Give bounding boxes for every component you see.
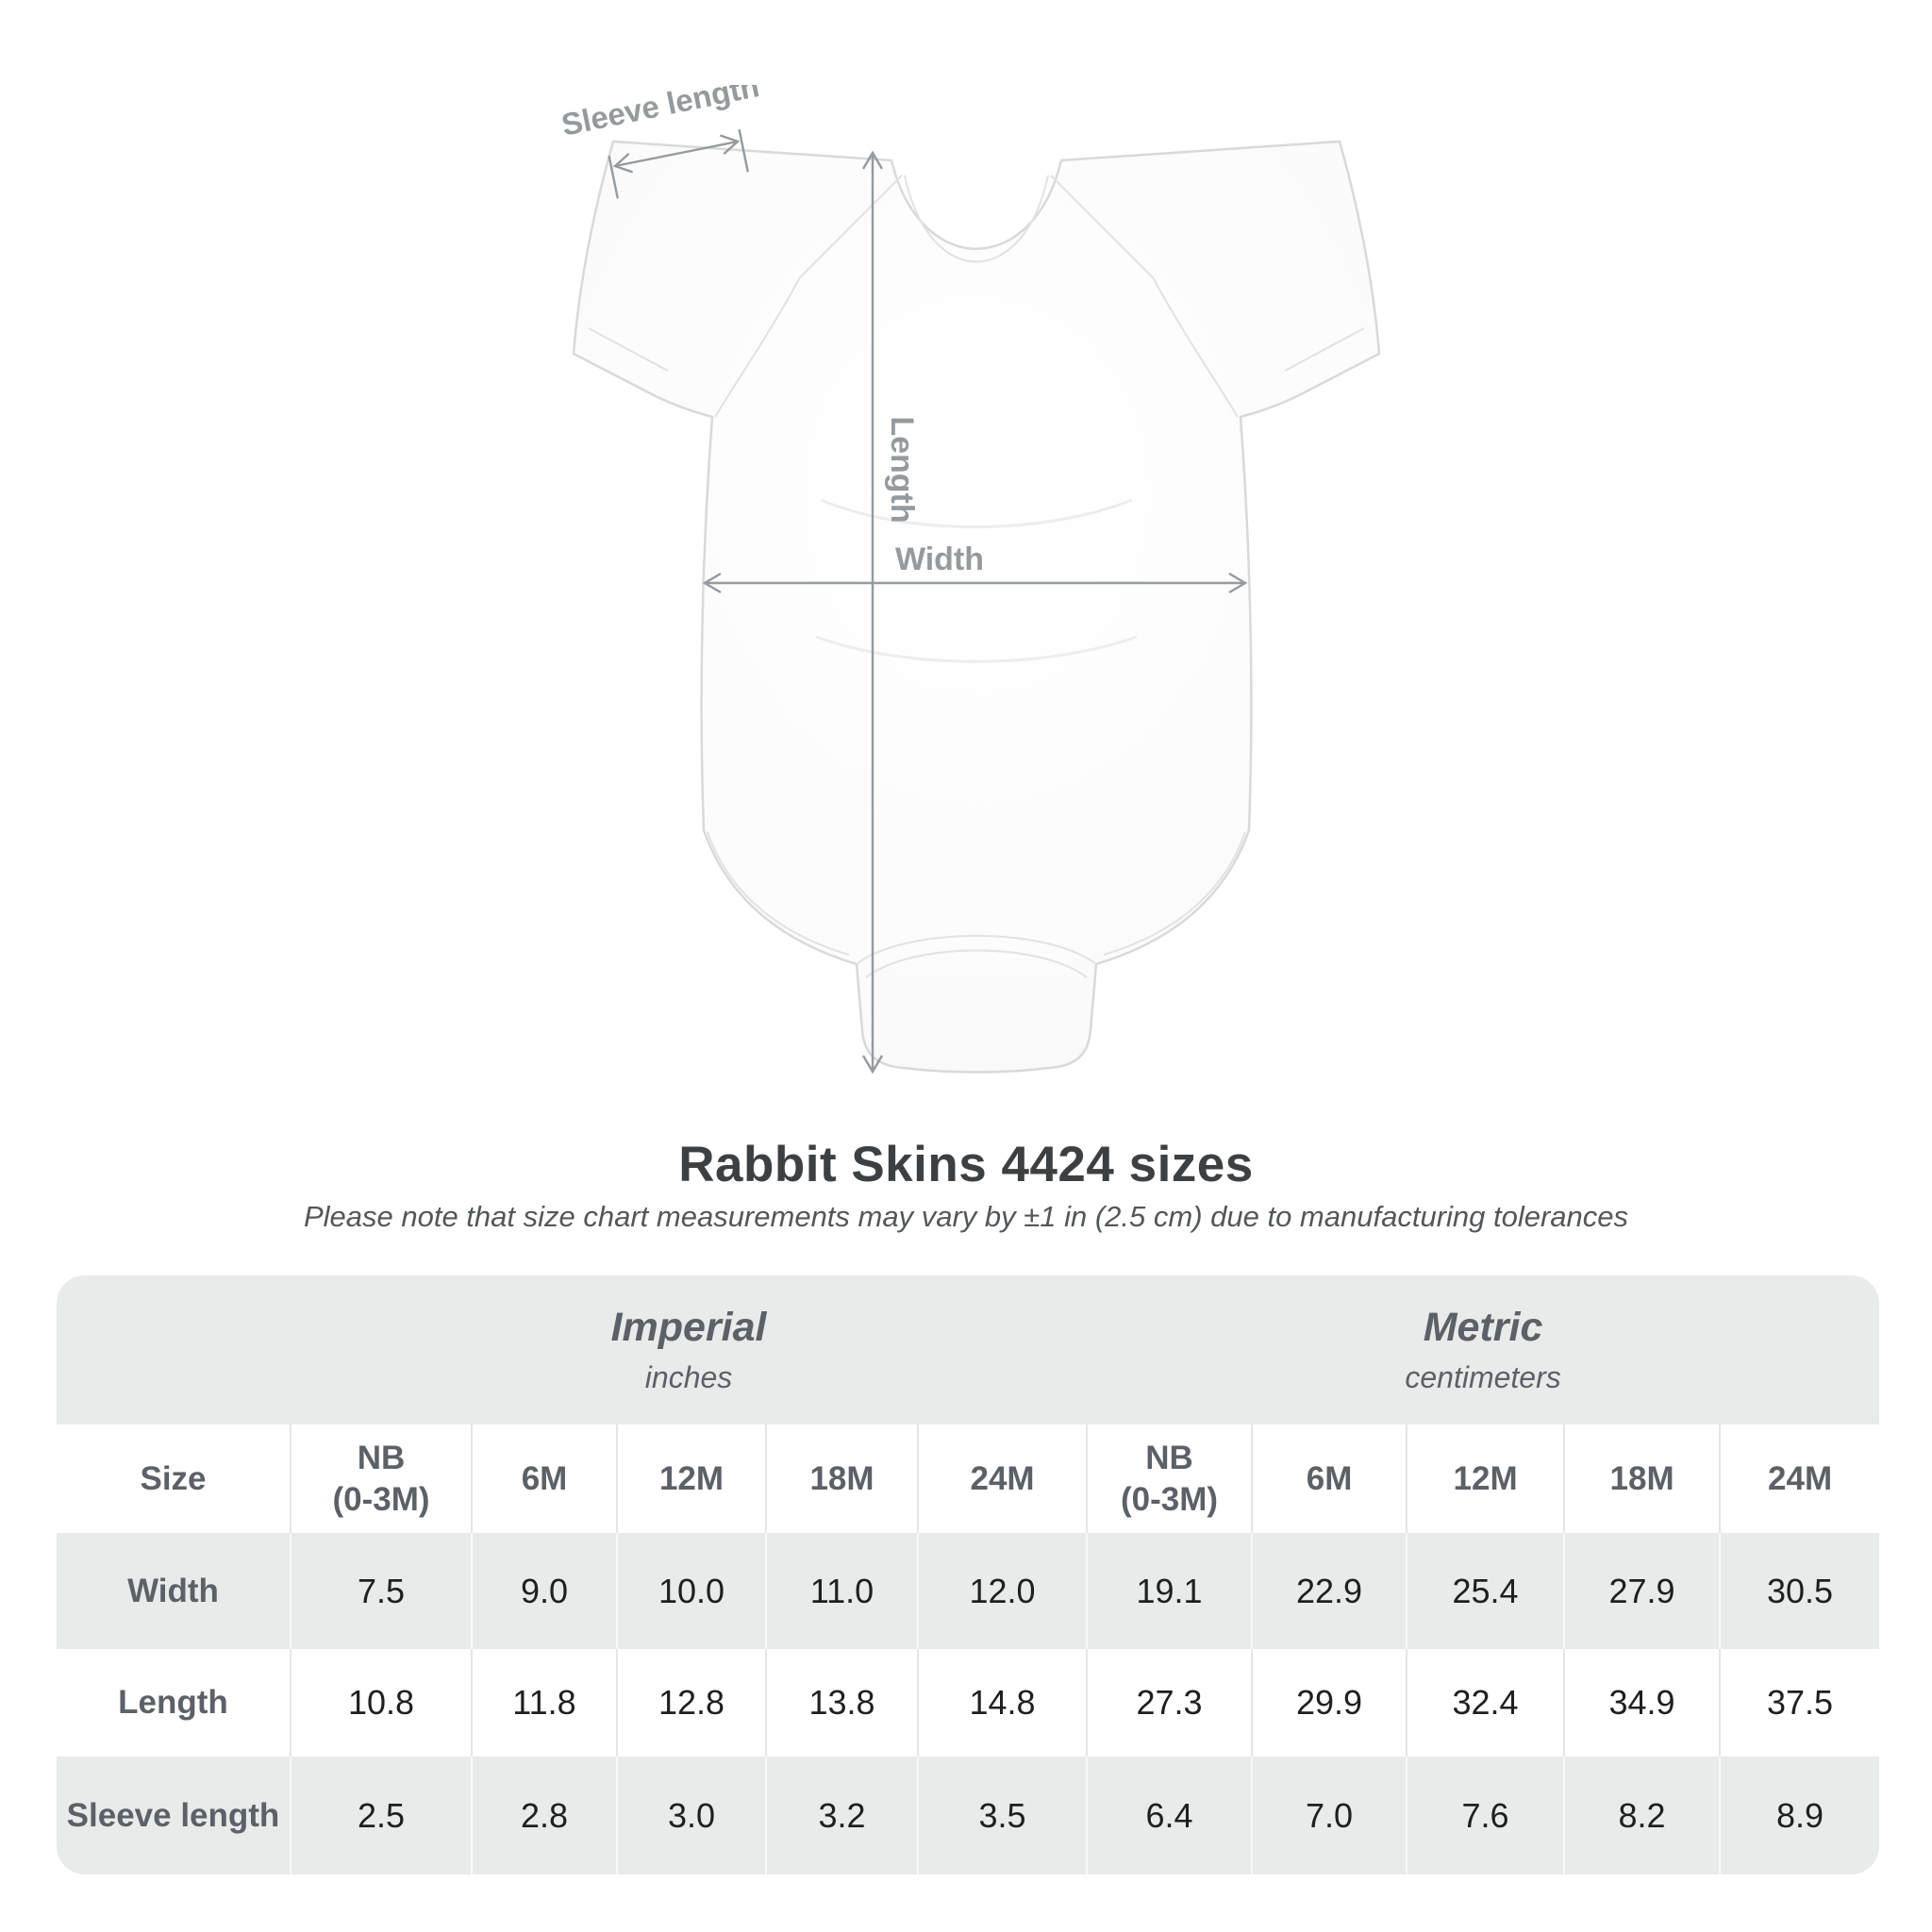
unit-header-imperial: Imperial inches: [291, 1275, 1087, 1424]
right-armhole-seam: [1152, 276, 1239, 418]
right-shoulder-fold: [1050, 175, 1154, 278]
left-armhole-seam: [714, 276, 801, 418]
table-cell: 30.5: [1719, 1533, 1879, 1649]
page-title: Rabbit Skins 4424 sizes: [678, 1137, 1254, 1192]
table-cell: 8.9: [1719, 1757, 1879, 1874]
size-header-cell: 12M: [616, 1424, 766, 1533]
table-cell: 6.4: [1086, 1757, 1253, 1874]
table-cell: 14.8: [916, 1649, 1088, 1757]
size-column-header: Size: [140, 1459, 207, 1497]
length-row: Length 10.8 11.8 12.8 13.8 14.8 27.3 29.…: [57, 1649, 1879, 1757]
right-sleeve-hem: [1284, 327, 1365, 372]
table-cell: 13.8: [765, 1649, 918, 1757]
table-cell: 8.2: [1563, 1757, 1721, 1874]
table-cell: 3.0: [616, 1757, 766, 1874]
imperial-label: Imperial: [610, 1305, 767, 1350]
onesie-outline: [572, 140, 1381, 1074]
table-cell: 2.8: [471, 1757, 617, 1874]
metric-label: Metric: [1423, 1305, 1543, 1350]
waist-wrinkle: [815, 635, 1138, 663]
chest-wrinkle: [820, 498, 1133, 528]
table-cell: 27.3: [1086, 1649, 1253, 1757]
size-header-cell: NB (0-3M): [1086, 1424, 1253, 1533]
table-cell: 27.9: [1563, 1533, 1721, 1649]
table-cell: 11.8: [471, 1649, 617, 1757]
tolerance-note: Please note that size chart measurements…: [303, 1200, 1629, 1233]
left-sleeve-hem: [588, 327, 669, 372]
onesie-measurement-diagram: Sleeve length Length Width: [558, 85, 1381, 1074]
table-cell: 32.4: [1406, 1649, 1565, 1757]
metric-unit-label: centimeters: [1405, 1360, 1561, 1394]
unit-header-metric: Metric centimeters: [1087, 1275, 1879, 1424]
table-cell: 19.1: [1086, 1533, 1253, 1649]
left-leg-binding: [707, 831, 850, 956]
imperial-unit-label: inches: [644, 1360, 733, 1394]
size-header-cell: 6M: [1251, 1424, 1407, 1533]
table-cell: 3.5: [916, 1757, 1088, 1874]
sleeve-tick-left: [608, 155, 619, 199]
sleeve-arrow: [612, 134, 741, 174]
size-header-line1: NB: [357, 1439, 406, 1476]
row-label: Width: [127, 1572, 219, 1609]
table-cell: 29.9: [1251, 1649, 1407, 1757]
length-label: Length: [884, 416, 920, 523]
size-header-line2: (0-3M): [1121, 1480, 1219, 1518]
size-header-row: Size NB (0-3M) 6M 12M 18M 24M NB (0-3M) …: [57, 1424, 1879, 1533]
size-header-cell: 24M: [1719, 1424, 1879, 1533]
table-cell: 22.9: [1251, 1533, 1407, 1649]
table-cell: 37.5: [1719, 1649, 1879, 1757]
flap-binding: [865, 949, 1088, 978]
size-header-cell: 18M: [1563, 1424, 1721, 1533]
width-row: Width 7.5 9.0 10.0 11.0 12.0 19.1 22.9 2…: [57, 1533, 1879, 1649]
onesie-illustration: [572, 140, 1381, 1074]
table-cell: 10.0: [616, 1533, 766, 1649]
row-label: Sleeve length: [66, 1796, 280, 1834]
size-table: Imperial inches Metric centimeters Size …: [57, 1275, 1879, 1874]
sleeve-tick-right: [738, 128, 749, 173]
table-cell: 2.5: [290, 1757, 472, 1874]
table-cell: 7.0: [1251, 1757, 1407, 1874]
table-cell: 3.2: [765, 1757, 918, 1874]
table-cell: 12.0: [916, 1533, 1088, 1649]
table-cell: 11.0: [765, 1533, 918, 1649]
unit-header-row: Imperial inches Metric centimeters: [57, 1275, 1879, 1424]
table-cell: 25.4: [1406, 1533, 1565, 1649]
unit-header-corner: [57, 1275, 291, 1424]
size-table-grid: Imperial inches Metric centimeters Size …: [57, 1275, 1879, 1874]
neckline-binding: [904, 175, 1049, 263]
left-shoulder-fold: [799, 175, 903, 278]
width-label: Width: [895, 541, 984, 577]
right-leg-binding: [1103, 831, 1246, 956]
table-cell: 7.6: [1406, 1757, 1565, 1874]
table-cell: 7.5: [290, 1533, 472, 1649]
size-header-cell: NB (0-3M): [290, 1424, 472, 1533]
size-header-cell: 12M: [1406, 1424, 1565, 1533]
table-cell: 12.8: [616, 1649, 766, 1757]
size-header-cell: 24M: [916, 1424, 1088, 1533]
table-cell: 34.9: [1563, 1649, 1721, 1757]
table-cell: 9.0: [471, 1533, 617, 1649]
size-header-cell: 18M: [765, 1424, 918, 1533]
size-header-line1: NB: [1145, 1439, 1193, 1476]
row-label: Length: [118, 1684, 228, 1721]
sleeve-length-label: Sleeve length: [558, 85, 762, 142]
dimension-arrows: [608, 128, 1248, 1074]
table-cell: 10.8: [290, 1649, 472, 1757]
size-header-cell: 6M: [471, 1424, 617, 1533]
size-header-line2: (0-3M): [332, 1480, 430, 1518]
sleeve-length-row: Sleeve length 2.5 2.8 3.0 3.2 3.5 6.4 7.…: [57, 1757, 1879, 1874]
